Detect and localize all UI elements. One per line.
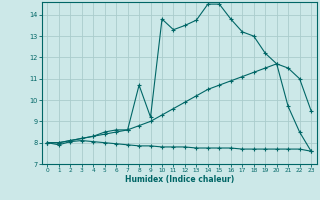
X-axis label: Humidex (Indice chaleur): Humidex (Indice chaleur) [124, 175, 234, 184]
